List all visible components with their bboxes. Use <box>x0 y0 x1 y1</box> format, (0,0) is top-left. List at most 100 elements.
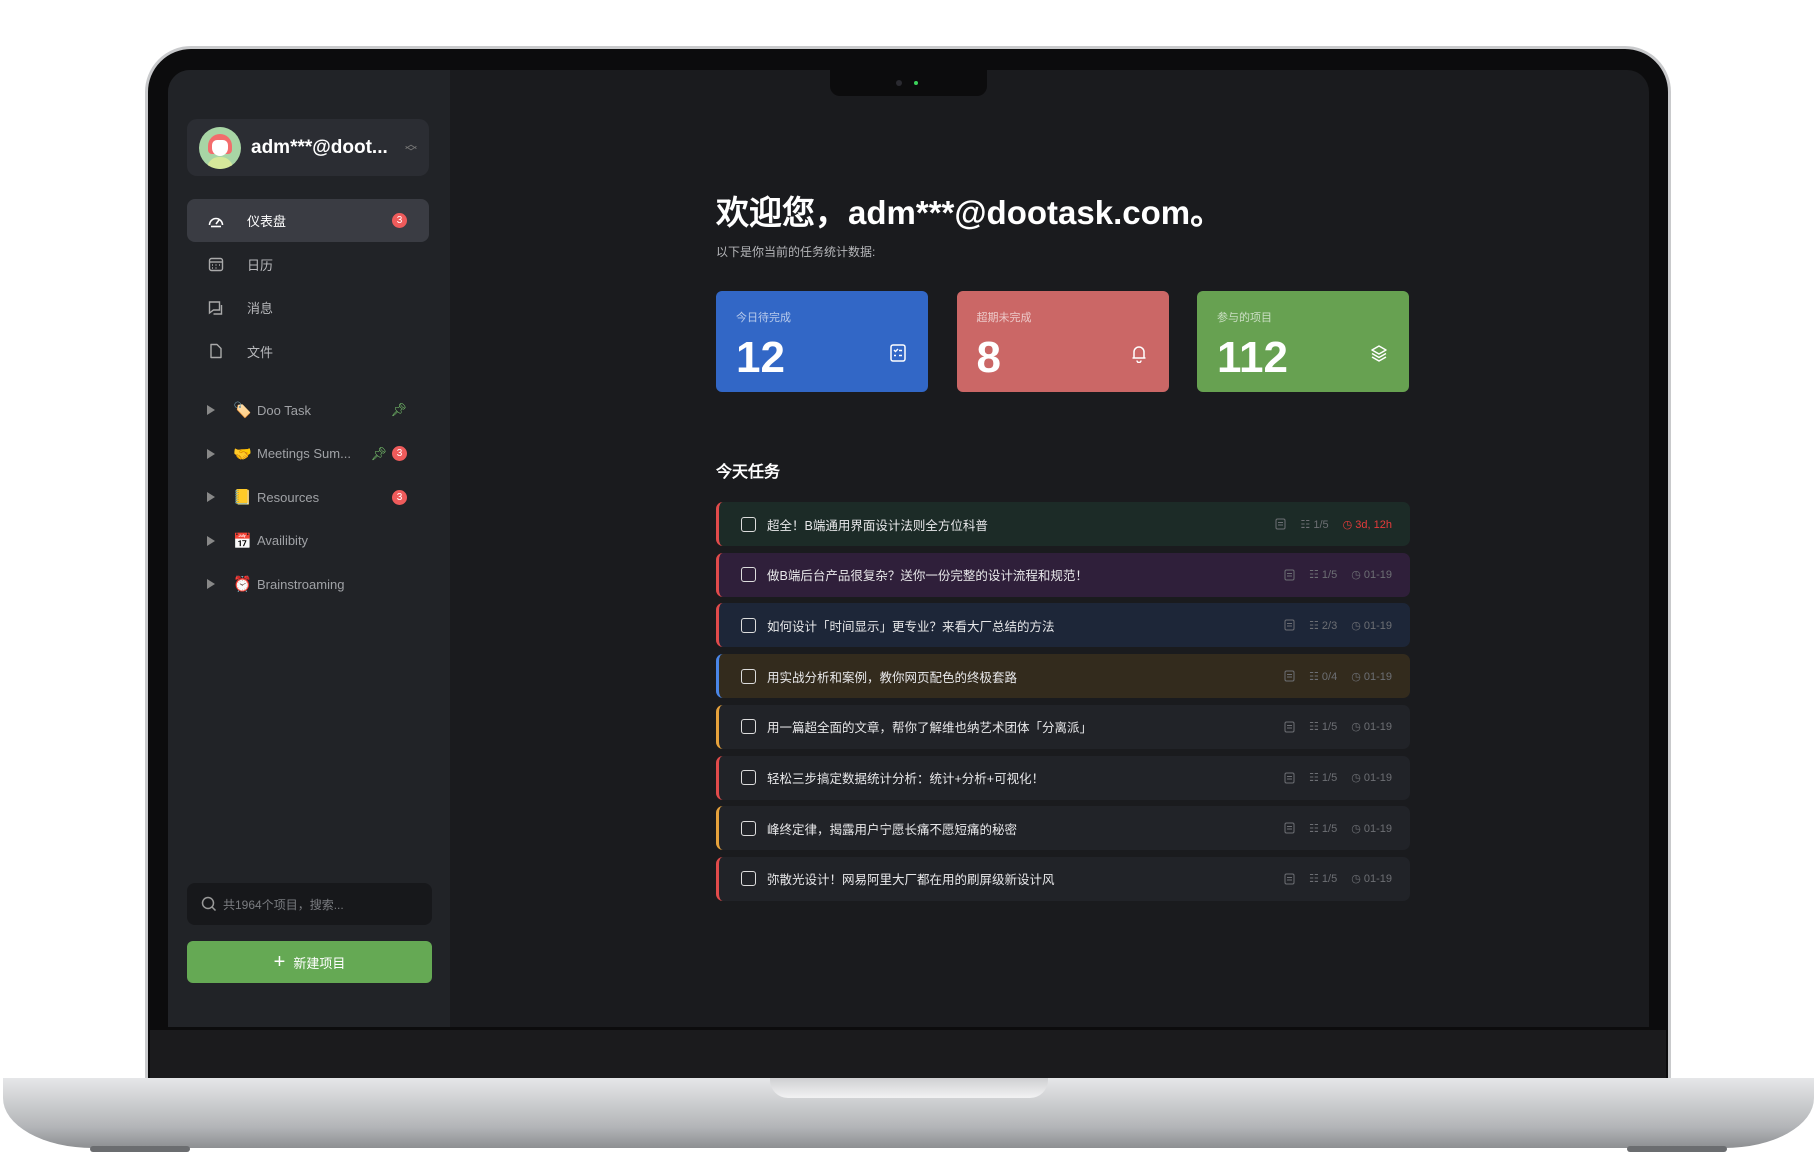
checklist-icon <box>888 343 908 363</box>
task-row[interactable]: 超全！B端通用界面设计法则全方位科普 ☷ 1/5 ◷ 3d, 12h <box>716 502 1410 546</box>
welcome-subtitle: 以下是你当前的任务统计数据: <box>716 245 876 259</box>
clock-icon: ◷ <box>1351 569 1364 582</box>
calendar-icon <box>207 255 225 273</box>
stat-label: 参与的项目 <box>1217 312 1272 324</box>
project-item[interactable]: 📅 Availibity <box>187 521 429 561</box>
subtask-count: 1/5 <box>1321 569 1338 582</box>
project-name: Resources <box>257 489 320 505</box>
description-icon <box>1284 670 1295 682</box>
task-checkbox[interactable] <box>741 820 756 836</box>
camera <box>896 80 902 86</box>
task-due: 01-19 <box>1363 619 1392 632</box>
project-emoji-icon: 📒 <box>233 489 252 506</box>
laptop-chin <box>150 1030 1666 1078</box>
stat-value: 12 <box>736 333 785 382</box>
stat-card[interactable]: 超期未完成 8 <box>956 291 1169 392</box>
task-title: 峰终定律，揭露用户宁愿长痛不愿短痛的秘密 <box>767 822 1018 837</box>
sidebar-item-message[interactable]: 消息 <box>187 286 429 329</box>
subtask-count: 1/5 <box>1313 518 1329 531</box>
clock-icon: ◷ <box>1351 873 1364 886</box>
camera-indicator <box>914 81 918 85</box>
project-item[interactable]: ⏰ Brainstroaming <box>187 564 429 604</box>
project-name: Brainstroaming <box>257 576 345 592</box>
task-checkbox[interactable] <box>741 871 756 887</box>
stat-card[interactable]: 参与的项目 112 <box>1197 291 1409 392</box>
nav-label: 仪表盘 <box>247 214 287 229</box>
sidebar-item-dashboard[interactable]: 仪表盘 3 <box>187 199 429 242</box>
task-due: 01-19 <box>1363 569 1392 582</box>
task-title: 做B端后台产品很复杂？送你一份完整的设计流程和规范！ <box>767 569 1088 584</box>
task-checkbox[interactable] <box>741 617 756 633</box>
task-checkbox[interactable] <box>741 567 756 583</box>
task-row[interactable]: 做B端后台产品很复杂？送你一份完整的设计流程和规范！ ☷ 1/5 ◷ 01-19 <box>716 552 1410 597</box>
expand-arrow-icon[interactable] <box>207 492 215 502</box>
unread-badge: 3 <box>392 489 407 505</box>
task-row[interactable]: 轻松三步搞定数据统计分析：统计+分析+可视化！ ☷ 1/5 ◷ 01-19 <box>716 755 1410 800</box>
laptop-groove <box>770 1078 1048 1098</box>
sidebar-item-file[interactable]: 文件 <box>187 330 429 373</box>
laptop-foot <box>90 1146 190 1152</box>
nav-label: 消息 <box>247 301 274 316</box>
project-item[interactable]: 🤝 Meetings Sum... 📌︎ 3 <box>187 434 429 474</box>
expand-arrow-icon[interactable] <box>207 405 215 415</box>
new-project-button[interactable]: + 新建项目 <box>187 941 432 983</box>
stat-label: 超期未完成 <box>976 312 1032 324</box>
subtask-icon: ☷ <box>1308 772 1322 784</box>
task-due: 3d, 12h <box>1355 518 1392 531</box>
subtask-count: 0/4 <box>1321 670 1338 683</box>
stat-value: 8 <box>976 333 1001 382</box>
subtask-count: 1/5 <box>1321 772 1338 784</box>
pin-icon: 📌︎ <box>370 445 387 461</box>
project-name: Meetings Sum... <box>257 446 351 461</box>
task-due: 01-19 <box>1363 873 1392 886</box>
stat-value: 112 <box>1217 333 1288 382</box>
project-emoji-icon: 📅 <box>233 532 252 550</box>
subtask-icon: ☷ <box>1308 822 1322 835</box>
project-emoji-icon: ⏰ <box>233 576 252 593</box>
description-icon <box>1275 518 1286 530</box>
task-checkbox[interactable] <box>741 770 756 785</box>
task-row[interactable]: 弥散光设计！网易阿里大厂都在用的刷屏级新设计风 ☷ 1/5 ◷ 01-19 <box>716 856 1410 901</box>
description-icon <box>1284 619 1295 631</box>
stat-card[interactable]: 今日待完成 12 <box>716 291 928 392</box>
clock-icon: ◷ <box>1351 822 1364 835</box>
nav-label: 日历 <box>247 257 274 273</box>
project-name: Doo Task <box>257 402 311 418</box>
task-checkbox[interactable] <box>741 719 756 735</box>
subtask-icon: ☷ <box>1308 873 1322 886</box>
message-icon <box>207 299 225 317</box>
expand-arrow-icon[interactable] <box>207 535 215 546</box>
clock-icon: ◷ <box>1351 619 1364 632</box>
task-row[interactable]: 如何设计「时间显示」更专业？来看大厂总结的方法 ☷ 2/3 ◷ 01-19 <box>716 603 1410 648</box>
expand-arrow-icon[interactable] <box>207 579 215 589</box>
subtask-icon: ☷ <box>1308 569 1322 582</box>
description-icon <box>1284 873 1295 885</box>
task-row[interactable]: 峰终定律，揭露用户宁愿长痛不愿短痛的秘密 ☷ 1/5 ◷ 01-19 <box>716 806 1410 851</box>
task-row[interactable]: 用一篇超全面的文章，帮你了解维也纳艺术团体「分离派」 ☷ 1/5 ◷ 01-19 <box>716 704 1410 749</box>
project-search-input[interactable]: 共1964个项目，搜索... <box>187 883 432 925</box>
task-due: 01-19 <box>1363 721 1392 734</box>
subtask-icon: ☷ <box>1308 619 1322 632</box>
description-icon <box>1284 721 1295 733</box>
task-title: 如何设计「时间显示」更专业？来看大厂总结的方法 <box>767 619 1055 634</box>
task-row[interactable]: 用实战分析和案例，教你网页配色的终极套路 ☷ 0/4 ◷ 01-19 <box>716 654 1410 699</box>
user-switcher[interactable]: adm***@doot... ︿ ﹀ <box>187 119 429 176</box>
new-project-label: 新建项目 <box>293 955 346 971</box>
project-emoji-icon: 🏷️ <box>233 402 252 419</box>
project-item[interactable]: 🏷️ Doo Task 📌︎ <box>187 390 429 430</box>
task-checkbox[interactable] <box>741 516 756 532</box>
chevron-updown-icon: ︿ ﹀ <box>404 136 417 159</box>
subtask-count: 1/5 <box>1321 822 1338 835</box>
sidebar-item-calendar[interactable]: 日历 <box>187 243 429 286</box>
subtask-count: 1/5 <box>1321 721 1338 734</box>
avatar <box>199 126 241 169</box>
task-due: 01-19 <box>1363 822 1392 835</box>
plus-icon: + <box>273 951 286 973</box>
project-item[interactable]: 📒 Resources 3 <box>187 477 429 517</box>
expand-arrow-icon[interactable] <box>207 448 215 459</box>
file-icon <box>207 342 225 360</box>
subtask-count: 1/5 <box>1321 873 1338 886</box>
sidebar: adm***@doot... ︿ ﹀ 仪表盘 3 日历 消息 文件 🏷️ Doo … <box>168 70 450 1027</box>
task-checkbox[interactable] <box>741 668 756 684</box>
task-due: 01-19 <box>1363 772 1392 784</box>
